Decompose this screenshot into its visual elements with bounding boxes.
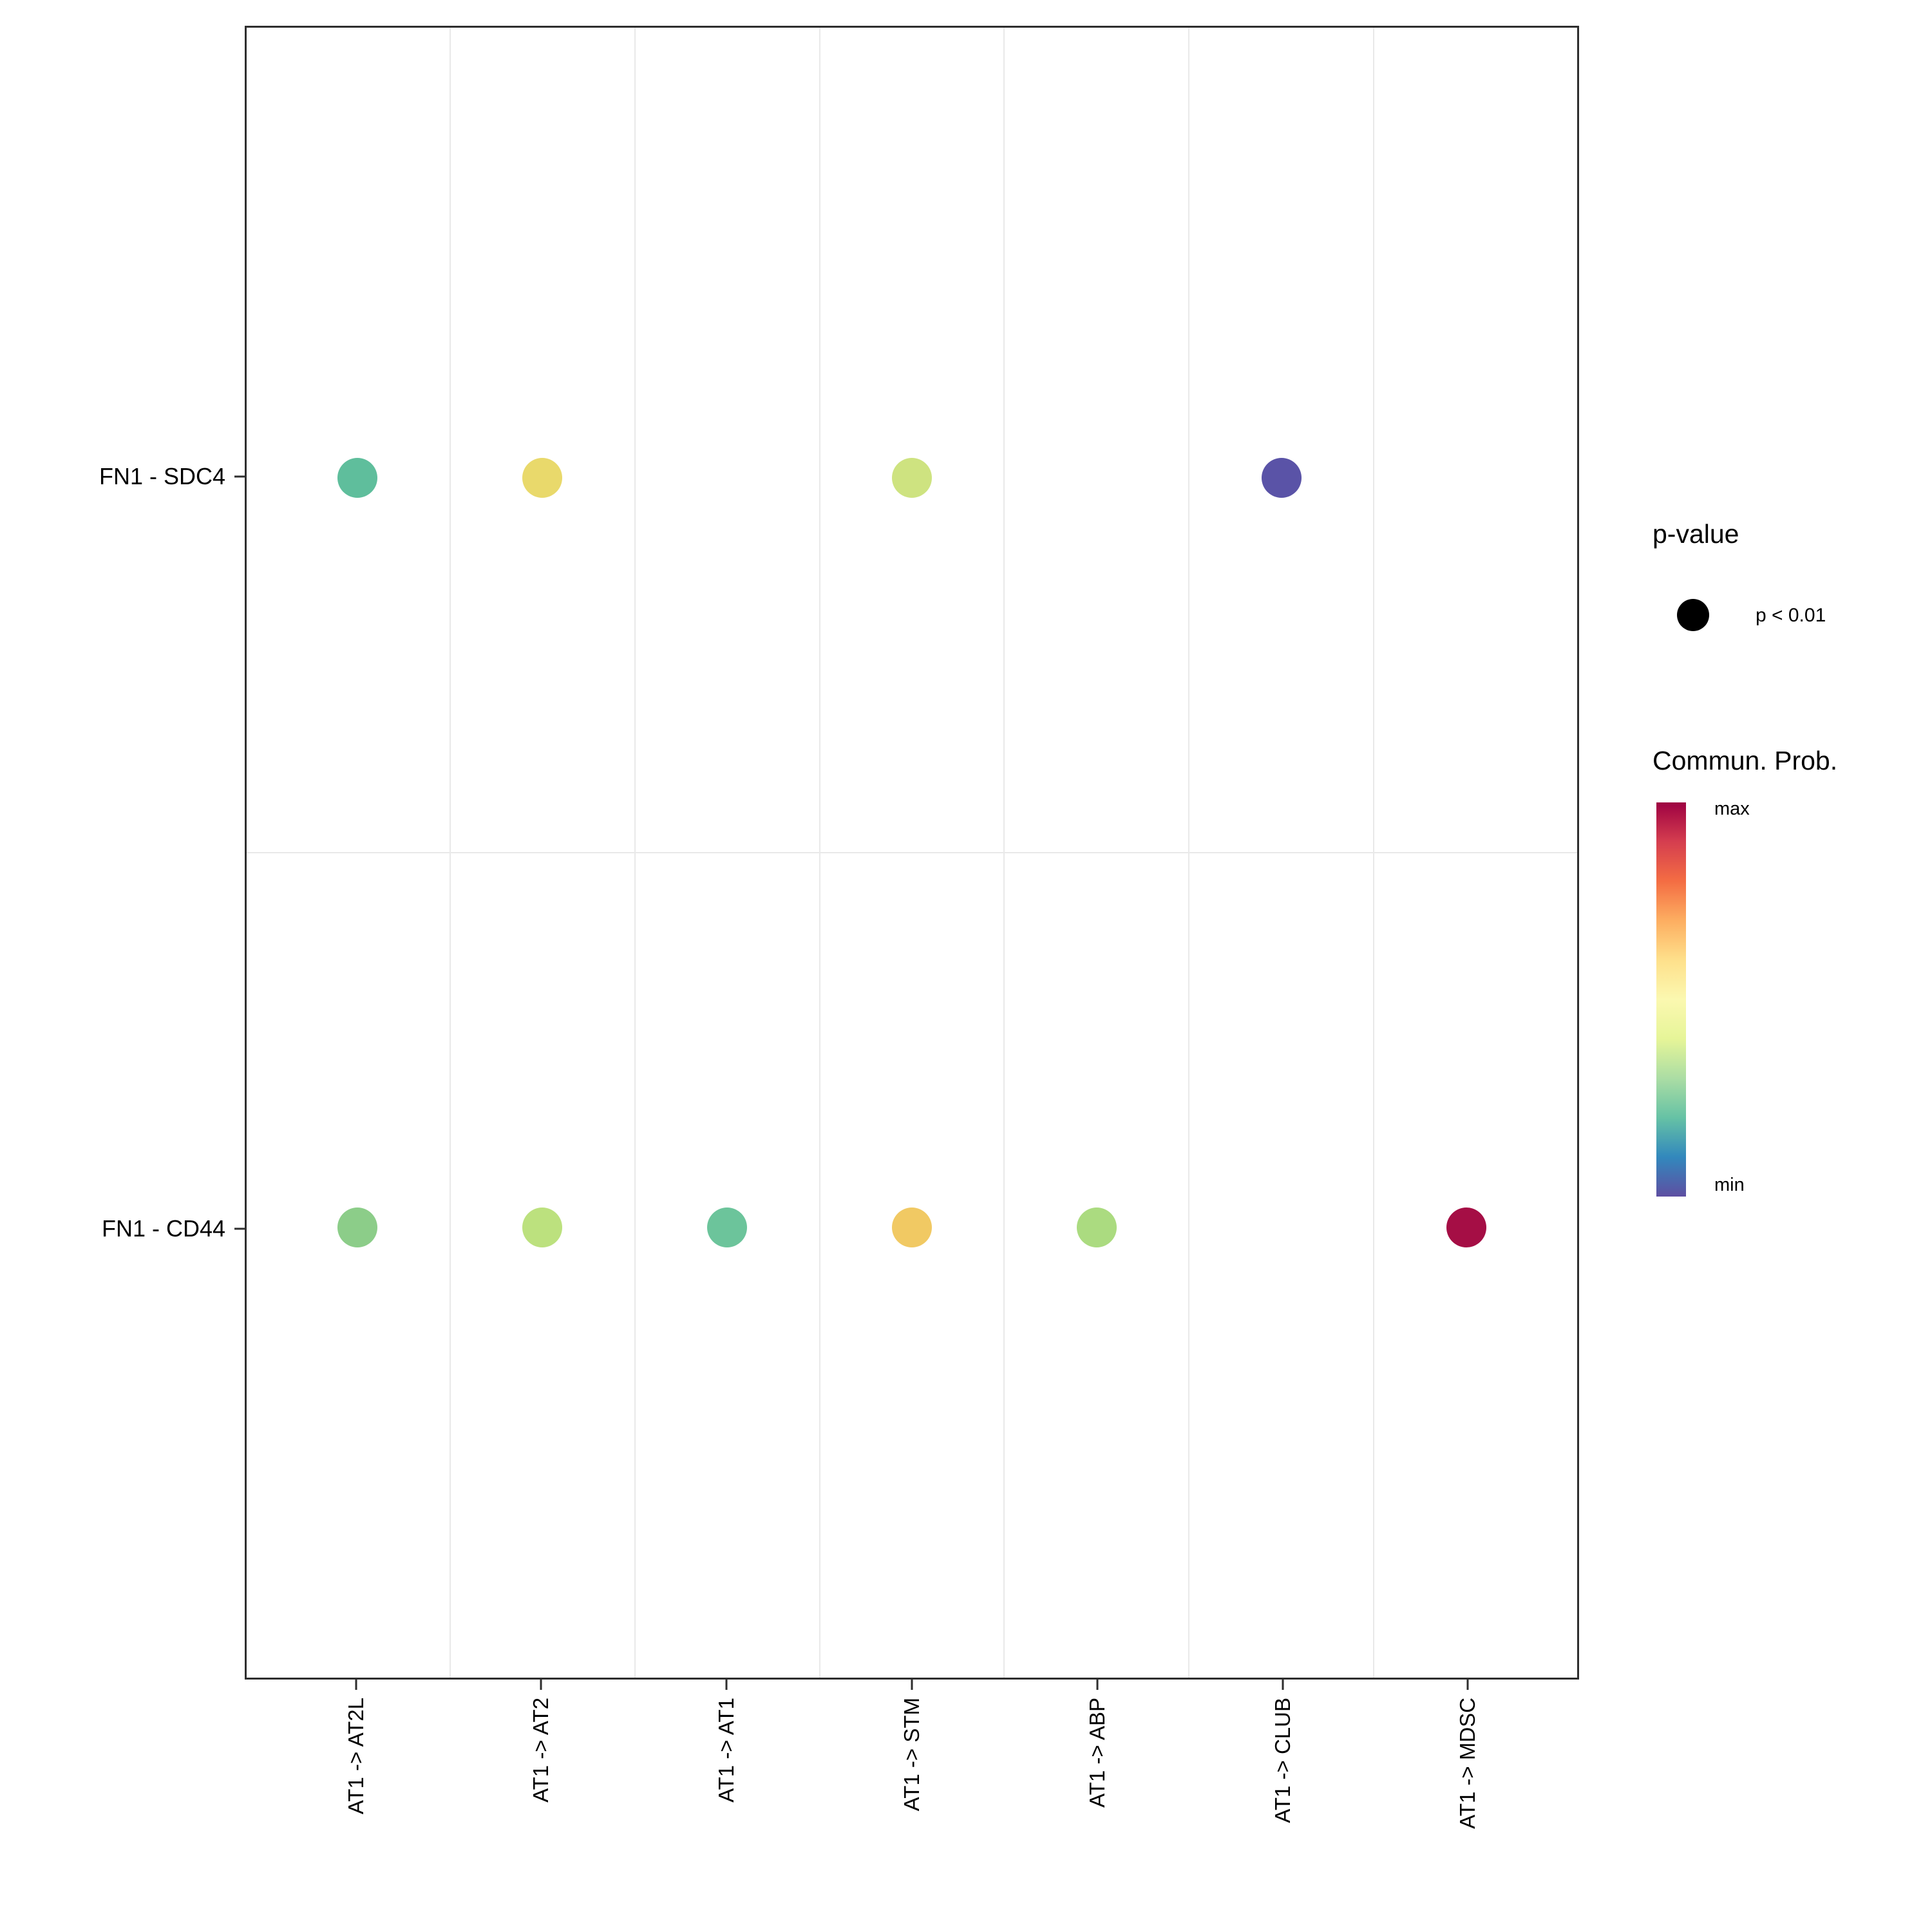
x-axis-label: AT1 -> STM bbox=[899, 1698, 923, 1812]
pvalue-legend-title: p-value bbox=[1653, 519, 1739, 549]
y-axis-tick bbox=[234, 475, 245, 478]
data-point bbox=[337, 457, 378, 498]
x-axis-tick bbox=[911, 1680, 913, 1690]
x-axis-label: AT1 -> AT2 bbox=[529, 1698, 553, 1803]
x-axis-tick bbox=[540, 1680, 542, 1690]
x-axis-tick bbox=[355, 1680, 357, 1690]
colorbar-title: Commun. Prob. bbox=[1653, 746, 1838, 775]
plot-panel bbox=[245, 26, 1579, 1680]
data-point bbox=[337, 1208, 378, 1248]
x-axis-tick bbox=[1282, 1680, 1284, 1690]
x-axis-label: AT1 -> ABP bbox=[1084, 1698, 1109, 1808]
x-axis-tick bbox=[1096, 1680, 1099, 1690]
x-axis-tick bbox=[725, 1680, 728, 1690]
data-point bbox=[1446, 1208, 1486, 1248]
x-axis-label: AT1 -> CLUB bbox=[1270, 1698, 1294, 1823]
colorbar-min-label: min bbox=[1714, 1175, 1745, 1195]
legend: p-value p < 0.01 Commun. Prob. max min bbox=[1646, 519, 1929, 1227]
pvalue-dot-icon bbox=[1677, 599, 1709, 631]
pvalue-item-label: p < 0.01 bbox=[1756, 605, 1826, 626]
y-axis-label: FN1 - CD44 bbox=[101, 1215, 225, 1242]
data-point bbox=[1261, 457, 1302, 498]
gridline-horizontal bbox=[247, 852, 1577, 853]
data-point bbox=[522, 1208, 563, 1248]
x-axis-tick bbox=[1466, 1680, 1469, 1690]
x-axis-label: AT1 -> AT1 bbox=[714, 1698, 739, 1803]
data-point bbox=[892, 1208, 932, 1248]
data-point bbox=[522, 457, 563, 498]
x-axis-label: AT1 -> AT2L bbox=[343, 1698, 368, 1815]
colorbar-max-label: max bbox=[1714, 799, 1750, 819]
data-point bbox=[892, 457, 932, 498]
x-axis-label: AT1 -> MDSC bbox=[1455, 1698, 1480, 1829]
y-axis-label: FN1 - SDC4 bbox=[99, 463, 225, 490]
y-axis-tick bbox=[234, 1227, 245, 1230]
data-point bbox=[1076, 1208, 1117, 1248]
data-point bbox=[707, 1208, 748, 1248]
colorbar-gradient bbox=[1656, 802, 1686, 1197]
